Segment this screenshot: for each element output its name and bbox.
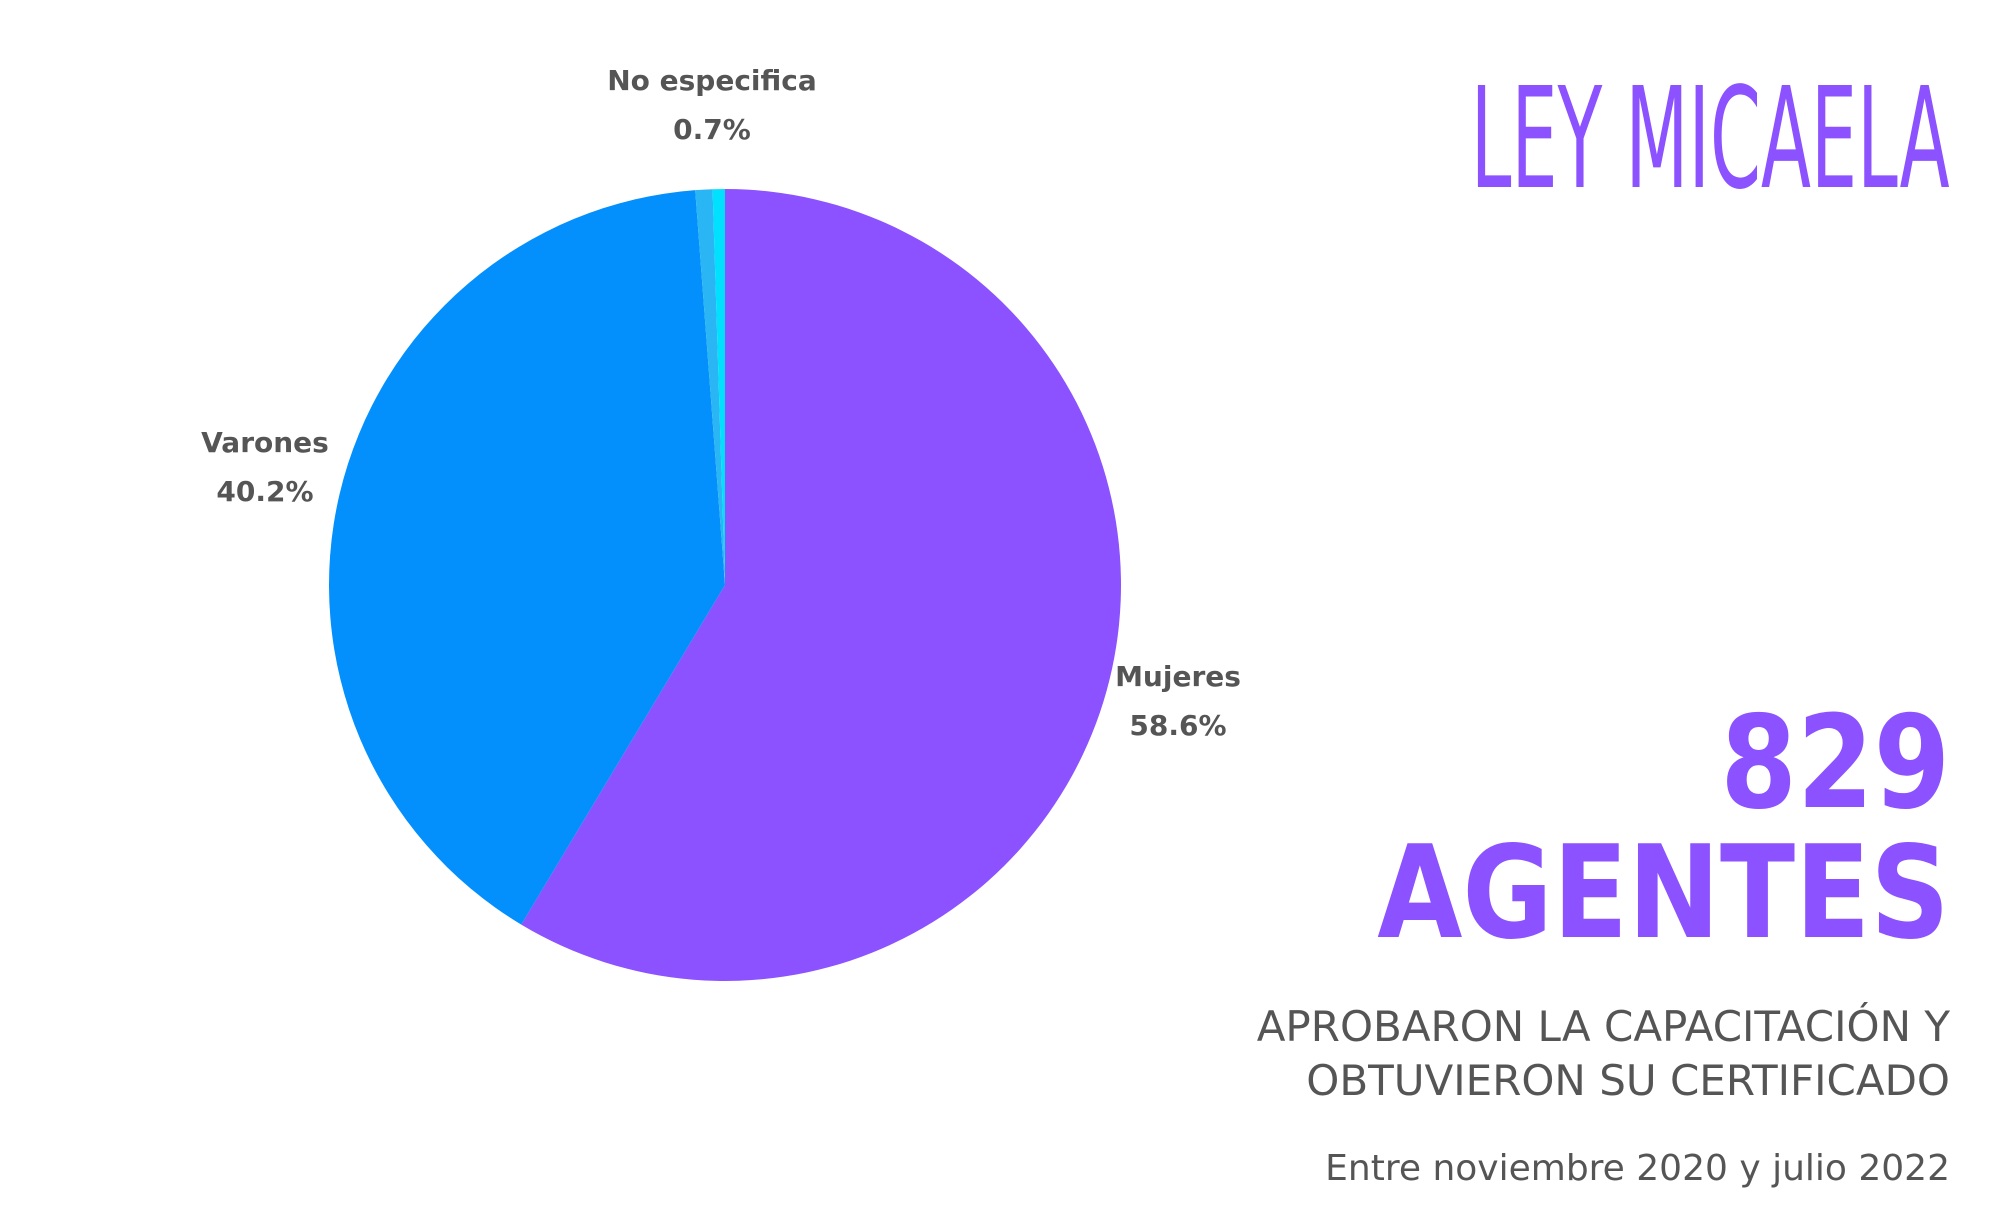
slice-value-mujeres: 58.6% <box>1129 709 1226 742</box>
date-range: Entre noviembre 2020 y julio 2022 <box>1325 1148 1950 1189</box>
slice-value-no-especifica: 0.7% <box>673 113 751 146</box>
pie-slice-unlabeled-3 <box>712 189 725 585</box>
page-title: LEY MICAELA <box>1471 58 1950 221</box>
description-line-1: APROBARON LA CAPACITACIÓN Y <box>1256 1002 1950 1051</box>
agents-label: AGENTES <box>1377 819 1950 968</box>
slice-label-varones: Varones <box>201 426 329 459</box>
pie-slice-no-especifica <box>695 189 725 585</box>
slice-label-no-especifica: No especifica <box>607 64 817 97</box>
agents-count: 829 <box>1720 689 1950 838</box>
slice-label-mujeres: Mujeres <box>1115 660 1241 693</box>
pie-slice-varones <box>329 190 725 925</box>
description-line-2: OBTUVIERON SU CERTIFICADO <box>1306 1056 1950 1105</box>
pie-slice-mujeres <box>521 189 1122 981</box>
description: APROBARON LA CAPACITACIÓN Y OBTUVIERON S… <box>1257 1000 1950 1108</box>
slice-value-varones: 40.2% <box>216 475 313 508</box>
pie-slices <box>329 189 1122 981</box>
pie-labels: Mujeres 58.6% Varones 40.2% No especifica 0.7… <box>201 64 1241 742</box>
